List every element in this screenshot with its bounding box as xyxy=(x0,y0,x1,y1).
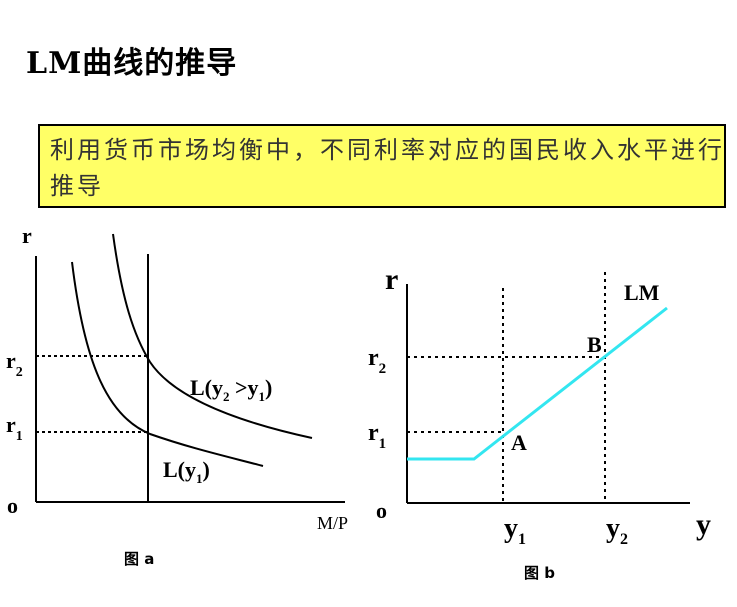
demand-curve-upper-label: L(y2 >y1) xyxy=(190,375,272,404)
demand-curve-lower-label: L(y1) xyxy=(163,457,210,486)
figure-b-caption: 图 b xyxy=(524,564,555,582)
fig-b-origin-label: o xyxy=(376,498,387,523)
figure-a: r r2 r1 o M/P L(y2 >y1) L(y1) xyxy=(6,223,348,533)
fig-b-y1-label: y1 xyxy=(504,513,526,548)
slide-title: LM曲线的推导 xyxy=(26,46,238,81)
point-a-label: A xyxy=(511,430,527,455)
lm-curve-label: LM xyxy=(624,280,660,305)
fig-b-x-axis-label: y xyxy=(696,508,711,541)
fig-b-r2-label: r2 xyxy=(368,345,386,377)
fig-b-r1-label: r1 xyxy=(368,420,386,452)
fig-a-r2-label: r2 xyxy=(6,348,23,380)
demand-curve-upper xyxy=(112,233,313,439)
fig-b-y-axis-label: r xyxy=(385,263,398,296)
explanation-text: 利用货币市场均衡中，不同利率对应的国民收入水平进行推导 xyxy=(50,136,725,200)
fig-a-y-axis-label: r xyxy=(22,223,32,248)
fig-a-r1-label: r1 xyxy=(6,412,23,444)
fig-a-x-axis-label: M/P xyxy=(317,513,348,533)
lm-curve xyxy=(407,306,668,461)
fig-b-y2-label: y2 xyxy=(606,513,628,548)
figure-a-caption: 图 a xyxy=(124,550,155,568)
point-b-label: B xyxy=(587,332,602,357)
demand-curve-lower xyxy=(71,261,264,467)
figure-b: r r2 r1 o y1 y2 y LM A B xyxy=(368,263,711,548)
explanation-box: 利用货币市场均衡中，不同利率对应的国民收入水平进行推导 xyxy=(38,124,726,208)
fig-a-origin-label: o xyxy=(7,493,18,518)
